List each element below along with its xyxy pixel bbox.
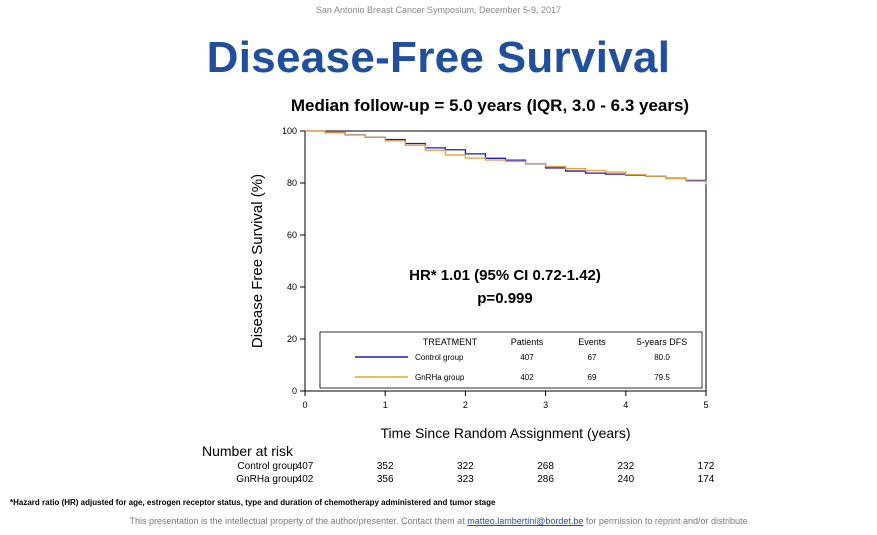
legend-header: Patients [511,337,544,347]
legend-patients: 402 [520,373,534,382]
y-tick-label: 40 [287,282,297,292]
x-tick-label: 5 [703,400,708,410]
x-tick-label: 0 [302,400,307,410]
x-tick-label: 2 [463,400,468,410]
legend-header: TREATMENT [423,337,478,347]
legend-dfs: 80.0 [654,353,670,362]
risk-row-label: GnRHa group [236,474,298,485]
risk-table-row: Control group 407 352 322 268 232 172 [0,460,877,474]
p-value-annotation: p=0.999 [477,290,532,307]
risk-value: 352 [376,461,394,472]
risk-value: 323 [457,474,474,485]
legend-events: 69 [588,373,597,382]
risk-table-row: GnRHa group 402 356 323 286 240 174 [0,473,877,487]
legend-dfs: 79.5 [654,373,670,382]
survival-chart: 0 20 40 60 80 100 0 1 2 3 4 5 Disease Free Survival … [249,126,709,441]
hazard-ratio-annotation: HR* 1.01 (95% CI 0.72-1.42) [409,267,601,284]
slide-title: Disease-Free Survival [206,33,671,82]
y-axis-label: Disease Free Survival (%) [249,174,266,348]
conference-header: San Antonio Breast Cancer Symposium, Dec… [315,5,562,15]
risk-value: 174 [697,474,715,485]
y-tick-label: 0 [292,386,297,396]
risk-value: 232 [617,461,635,472]
y-tick-label: 60 [287,230,297,240]
contact-email-link[interactable]: matteo.lambertini@bordet.be [467,516,584,526]
x-tick-label: 3 [543,400,548,410]
risk-value: 268 [537,461,554,472]
y-tick-label: 80 [287,178,297,188]
risk-value: 240 [617,474,635,485]
y-tick-label: 100 [282,126,297,136]
y-tick-label: 20 [287,334,297,344]
plot-frame [304,130,707,392]
legend-header: 5-years DFS [637,337,688,347]
legend-series-name: GnRHa group [415,373,465,382]
copyright-text-end: for permission to reprint and/or distrib… [583,516,748,526]
legend-series-name: Control group [415,353,464,362]
risk-value: 286 [537,474,554,485]
copyright-notice: This presentation is the intellectual pr… [0,516,877,526]
slide-subtitle: Median follow-up = 5.0 years (IQR, 3.0 -… [290,96,690,115]
series-line-gnrha [305,130,707,185]
x-axis-label: Time Since Random Assignment (years) [380,425,630,441]
risk-value: 356 [376,474,394,485]
risk-value: 402 [296,474,314,485]
risk-table-title: Number at risk [202,443,294,459]
legend-patients: 407 [520,353,534,362]
footnote: *Hazard ratio (HR) adjusted for age, est… [10,498,496,507]
legend-header: Events [578,337,606,347]
risk-row-label: Control group [237,461,298,472]
x-tick-label: 4 [623,400,628,410]
legend-events: 67 [588,353,597,362]
legend-box [319,331,703,389]
copyright-text-start: This presentation is the intellectual pr… [129,516,468,526]
risk-value: 322 [457,461,474,472]
risk-value: 407 [296,461,314,472]
x-tick-label: 1 [383,400,388,410]
risk-value: 172 [697,461,715,472]
